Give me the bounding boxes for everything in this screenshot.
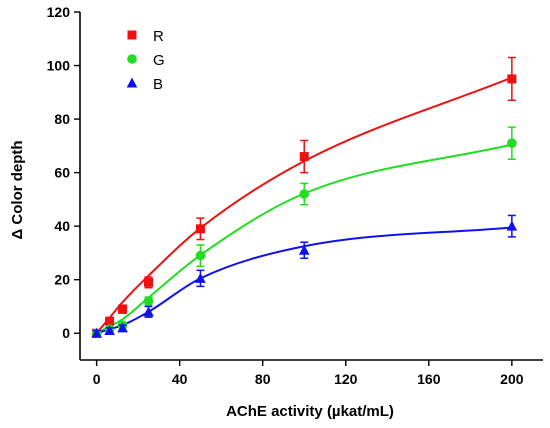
y-axis-title: Δ Color depth xyxy=(9,140,26,239)
data-point-r xyxy=(507,74,517,84)
data-point-r xyxy=(105,316,115,326)
y-tick-label: 40 xyxy=(54,218,70,234)
y-tick-label: 120 xyxy=(47,4,71,20)
x-tick-label: 160 xyxy=(417,371,441,387)
y-tick-label: 0 xyxy=(62,325,70,341)
x-tick-label: 120 xyxy=(334,371,358,387)
legend-label-g: G xyxy=(153,52,165,69)
fit-curve-r xyxy=(95,76,513,334)
data-point-r xyxy=(144,277,154,287)
legend-marker-g xyxy=(127,54,137,64)
data-point-g xyxy=(195,250,206,261)
x-tick-label: 0 xyxy=(93,371,101,387)
data-point-g xyxy=(299,189,310,199)
y-tick-label: 100 xyxy=(47,58,71,74)
data-point-b xyxy=(195,272,206,283)
data-point-r xyxy=(118,304,128,314)
data-point-b xyxy=(298,244,310,255)
legend: RGB xyxy=(126,28,165,93)
data-point-b xyxy=(143,306,154,317)
y-tick-label: 80 xyxy=(54,111,70,127)
data-point-b xyxy=(104,325,115,336)
legend-marker-r xyxy=(127,30,137,40)
legend-marker-b xyxy=(126,77,138,88)
x-tick-label: 40 xyxy=(172,371,188,387)
data-point-b xyxy=(117,322,128,333)
data-point-g xyxy=(507,138,517,148)
legend-label-b: B xyxy=(153,76,163,93)
data-point-g xyxy=(143,296,154,306)
data-point-r xyxy=(195,224,205,234)
x-axis-title: AChE activity (µkat/mL) xyxy=(226,403,394,420)
legend-label-r: R xyxy=(153,28,164,45)
data-points xyxy=(91,56,518,339)
data-point-r xyxy=(299,152,309,162)
data-point-b xyxy=(506,220,518,231)
data-point-b xyxy=(91,327,102,338)
axes: 0 20 40 60 80 100 120 0 40 80 120 160 200 xyxy=(47,4,543,387)
x-tick-label: 80 xyxy=(255,371,271,387)
y-tick-label: 60 xyxy=(54,165,70,181)
x-tick-label: 200 xyxy=(500,371,524,387)
y-tick-label: 20 xyxy=(54,272,70,288)
